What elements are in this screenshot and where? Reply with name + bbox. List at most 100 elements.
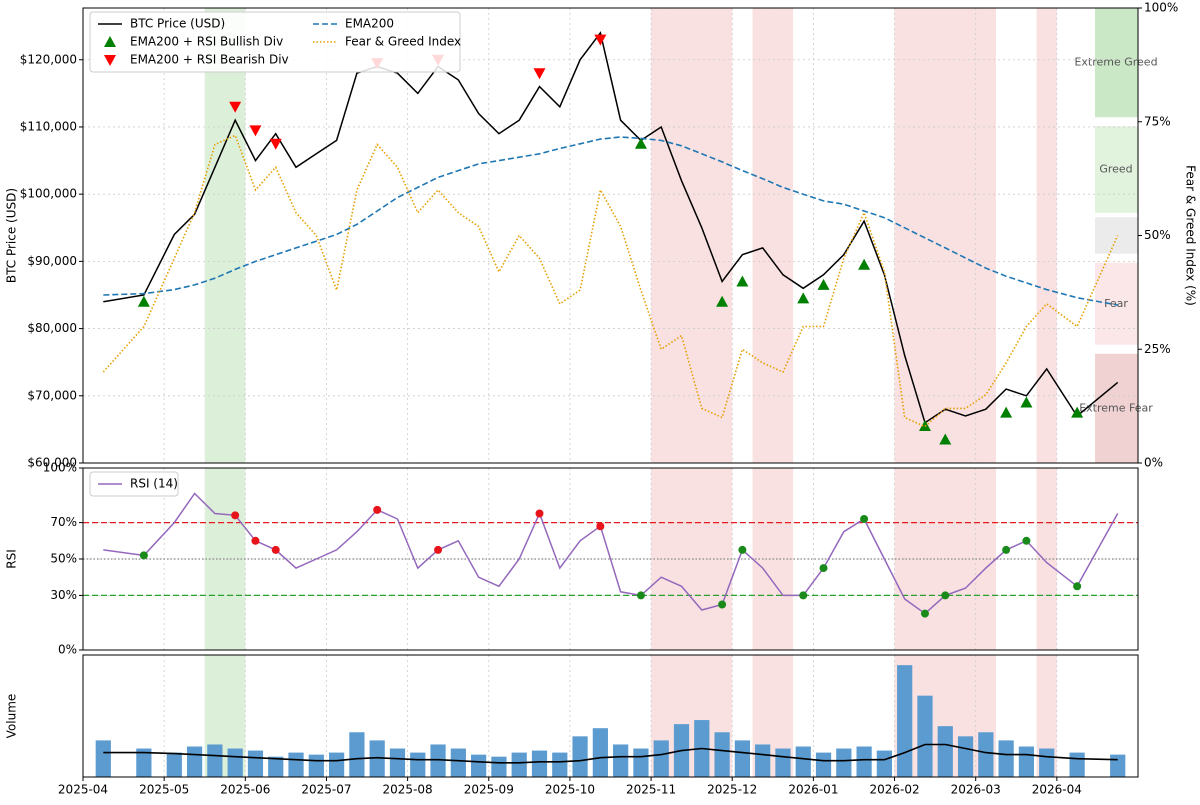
y-tick-label: $120,000 [20, 52, 77, 66]
series-line [103, 492, 1119, 615]
x-tick-label: 2025-09 [464, 783, 514, 797]
divergence-dot [373, 505, 382, 514]
y-tick-label: $70,000 [27, 388, 77, 402]
bullish-marker [817, 278, 830, 290]
legend-swatch [104, 36, 116, 47]
x-tick-label: 2026-03 [951, 783, 1001, 797]
y-axis-label: Volume [5, 694, 19, 739]
x-tick-label: 2025-05 [139, 783, 189, 797]
volume-bar [552, 752, 568, 777]
divergence-dot [860, 514, 869, 523]
sentiment-zone [1095, 353, 1138, 463]
volume-bar [937, 726, 953, 777]
volume-bar [186, 746, 203, 777]
volume-bar [856, 746, 872, 777]
legend-label: RSI (14) [130, 477, 178, 491]
sentiment-zone [1095, 262, 1138, 345]
legend-label: EMA200 [345, 17, 394, 31]
divergence-dot [535, 509, 544, 518]
volume-bar [95, 740, 111, 777]
signal-period [894, 8, 996, 463]
y2-axis-label: Fear & Greed Index (%) [1184, 165, 1198, 306]
volume-bar [1039, 748, 1055, 777]
volume-bar [227, 748, 243, 777]
volume-bar [998, 740, 1014, 777]
x-tick-label: 2025-04 [58, 783, 108, 797]
bearish-marker [533, 68, 546, 80]
y-tick-label: 100% [43, 461, 77, 475]
zone-label: Greed [1099, 163, 1132, 176]
bullish-marker [939, 433, 952, 445]
divergence-dot [231, 511, 240, 520]
divergence-dot [941, 591, 950, 600]
volume-bar [957, 736, 974, 777]
volume-bar [268, 756, 284, 777]
volume-bar [136, 748, 152, 777]
x-tick-label: 2026-04 [1032, 783, 1082, 797]
zone-label: Extreme Greed [1074, 56, 1157, 69]
signal-period [671, 8, 733, 463]
signal-period [772, 655, 794, 777]
series-line [103, 31, 1119, 424]
volume-bar [653, 740, 669, 777]
volume-bar [349, 732, 365, 777]
volume-bar [815, 752, 832, 777]
bullish-marker [797, 292, 810, 304]
y2-tick-label: 25% [1144, 342, 1171, 356]
zone-label: Extreme Fear [1079, 401, 1153, 414]
bearish-marker [269, 138, 282, 150]
panel: Extreme Fear Fear Greed Extreme Greed $60,00… [5, 1, 1198, 470]
legend-label: EMA200 + RSI Bearish Div [130, 53, 289, 67]
x-tick-label: 2025-11 [626, 783, 676, 797]
volume-bar [511, 752, 527, 777]
volume-bar [1018, 746, 1035, 777]
series-line [103, 743, 1118, 764]
y2-tick-label: 0% [1144, 456, 1163, 470]
signal-period [204, 8, 226, 463]
divergence-dot [799, 591, 808, 600]
y-tick-label: 70% [50, 515, 77, 529]
divergence-dot [819, 564, 828, 573]
volume-bar [531, 750, 548, 777]
signal-period [225, 655, 246, 777]
zone-label: Fear [1104, 297, 1128, 310]
volume-bar [775, 748, 791, 777]
plot-frame [82, 467, 1139, 651]
signal-period [1036, 655, 1057, 777]
volume-bar [755, 744, 771, 777]
volume-bar [1110, 754, 1126, 777]
x-tick-label: 2025-07 [301, 783, 351, 797]
divergence-dot [636, 591, 645, 600]
y-tick-label: 30% [50, 588, 77, 602]
divergence-dot [251, 536, 260, 545]
signal-period [772, 468, 794, 650]
bearish-marker [249, 125, 262, 137]
sentiment-zone [1095, 217, 1138, 254]
y2-tick-label: 75% [1144, 114, 1171, 128]
x-tick-label: 2026-02 [869, 783, 919, 797]
panel: 0% 30% 50% 70% 100% RSI RSI (14) [5, 461, 1139, 657]
signal-period [772, 8, 794, 463]
x-tick-label: 2026-01 [788, 783, 838, 797]
y-tick-label: $90,000 [27, 254, 77, 268]
volume-bar [1069, 752, 1085, 777]
y-tick-label: $100,000 [20, 187, 77, 201]
signal-period [1036, 8, 1057, 463]
volume-bar [369, 740, 385, 777]
volume-bar [389, 748, 406, 777]
volume-bar [247, 750, 264, 777]
volume-bar [328, 752, 345, 777]
volume-bar [592, 728, 608, 777]
bullish-marker [1071, 406, 1084, 418]
volume-bar [288, 752, 304, 777]
legend-box [89, 471, 179, 497]
series-line [103, 136, 1118, 306]
legend-label: Fear & Greed Index [345, 35, 461, 49]
volume-bar [207, 744, 223, 777]
divergence-dot [596, 522, 605, 531]
volume-bar [978, 732, 994, 777]
y2-tick-label: 100% [1144, 1, 1178, 15]
divergence-dot [434, 545, 443, 554]
